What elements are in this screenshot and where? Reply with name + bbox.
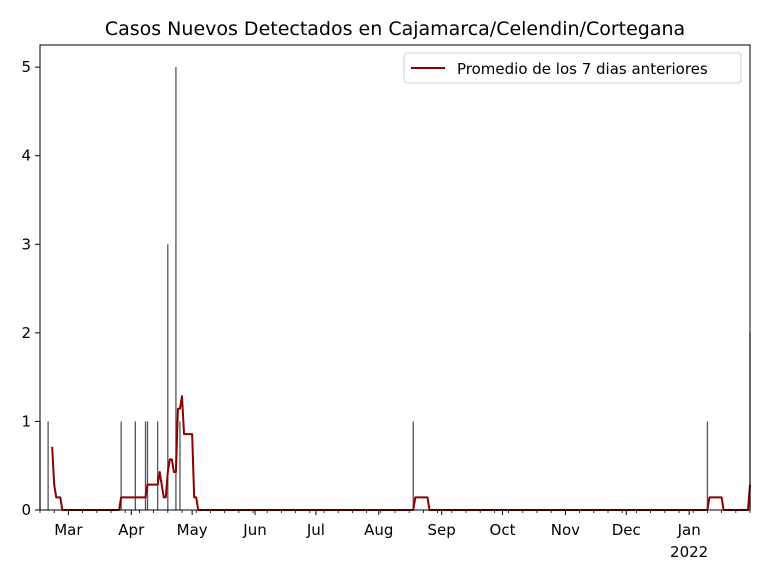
- x-tick-label-5: Aug: [364, 521, 393, 539]
- y-tick-label-0: 0: [21, 501, 31, 519]
- x-tick-label-9: Dec: [612, 521, 641, 539]
- x-tick-label-2: May: [177, 521, 208, 539]
- x-tick-sublabel-10: 2022: [670, 543, 708, 561]
- chart-title: Casos Nuevos Detectados en Cajamarca/Cel…: [105, 18, 685, 40]
- x-tick-label-7: Oct: [490, 521, 516, 539]
- x-tick-label-3: Jun: [242, 521, 266, 539]
- y-tick-label-4: 4: [21, 147, 31, 165]
- y-tick-label-3: 3: [21, 235, 31, 253]
- legend-box: [403, 52, 742, 84]
- x-tick-label-10: Jan: [677, 521, 701, 539]
- y-tick-label-1: 1: [21, 412, 31, 430]
- axes-layer: 0 1 2 3 4 5 Mar Apr May Jun Jul Aug Sep Oct Nov Dec Jan 2…: [21, 44, 751, 561]
- x-tick-label-8: Nov: [551, 521, 580, 539]
- y-tick-label-2: 2: [21, 324, 31, 342]
- x-tick-label-1: Apr: [118, 521, 145, 539]
- x-tick-label-6: Sep: [428, 521, 456, 539]
- x-tick-label-0: Mar: [54, 521, 83, 539]
- x-tick-label-4: Jul: [306, 521, 325, 539]
- legend-label: Promedio de los 7 dias anteriores: [457, 60, 708, 78]
- y-tick-label-5: 5: [21, 58, 31, 76]
- legend: Promedio de los 7 dias anteriores: [403, 52, 742, 84]
